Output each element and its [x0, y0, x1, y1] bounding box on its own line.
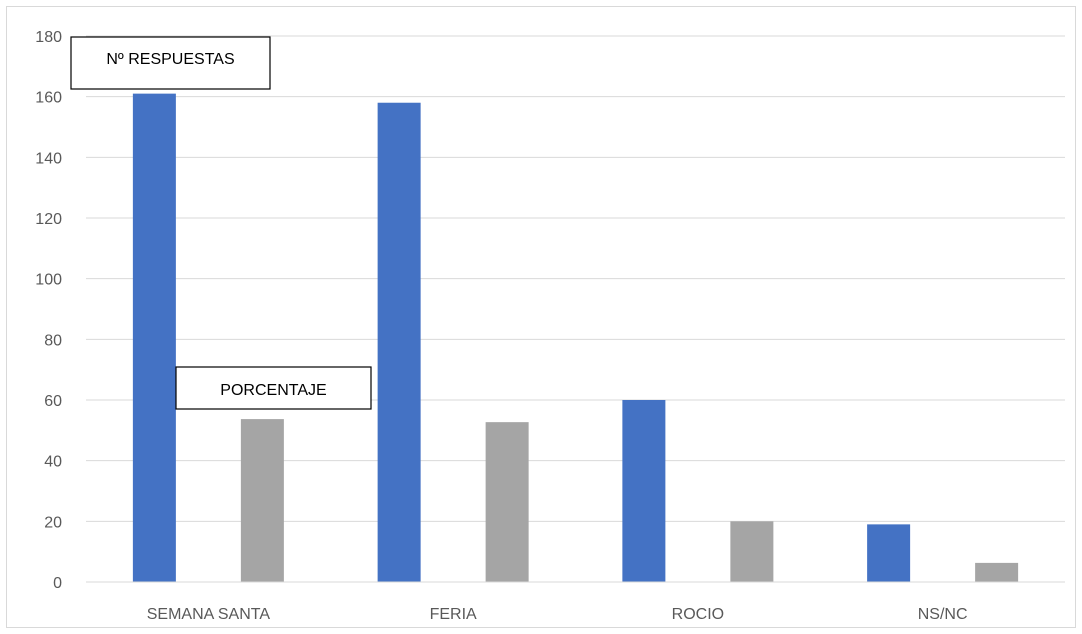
- callout-box: [70, 36, 271, 90]
- y-axis-tick-labels: 0 20 40 60 80 100 120 140 160 180: [35, 29, 62, 592]
- callout-label: Nº RESPUESTAS: [106, 51, 234, 68]
- bar-porcentaje: [240, 419, 284, 582]
- y-tick-label: 120: [35, 211, 62, 228]
- y-tick-label: 160: [35, 90, 62, 107]
- x-category-label: ROCIO: [672, 606, 724, 623]
- y-tick-label: 80: [44, 332, 62, 349]
- bar-porcentaje: [975, 562, 1019, 582]
- x-category-label: SEMANA SANTA: [147, 606, 271, 623]
- bars: [132, 93, 1019, 582]
- y-tick-label: 180: [35, 29, 62, 46]
- bar-porcentaje: [730, 521, 774, 582]
- y-tick-label: 60: [44, 393, 62, 410]
- callout-box: [175, 366, 372, 410]
- y-tick-label: 100: [35, 272, 62, 289]
- y-tick-label: 0: [53, 575, 62, 592]
- bar-porcentaje: [485, 422, 529, 582]
- callout-label: PORCENTAJE: [220, 382, 326, 399]
- series-callouts: Nº RESPUESTAS PORCENTAJE: [70, 36, 372, 410]
- y-tick-label: 40: [44, 454, 62, 471]
- bar-respuestas: [867, 524, 911, 582]
- y-tick-label: 140: [35, 150, 62, 167]
- y-tick-label: 20: [44, 514, 62, 531]
- x-category-label: NS/NC: [918, 606, 968, 623]
- gridlines: [86, 35, 1065, 522]
- bar-respuestas: [377, 102, 421, 582]
- chart-frame: [6, 6, 1076, 628]
- bar-respuestas: [132, 93, 176, 582]
- x-axis-category-labels: SEMANA SANTA FERIA ROCIO NS/NC: [147, 606, 968, 623]
- x-category-label: FERIA: [430, 606, 477, 623]
- bar-respuestas: [622, 400, 666, 582]
